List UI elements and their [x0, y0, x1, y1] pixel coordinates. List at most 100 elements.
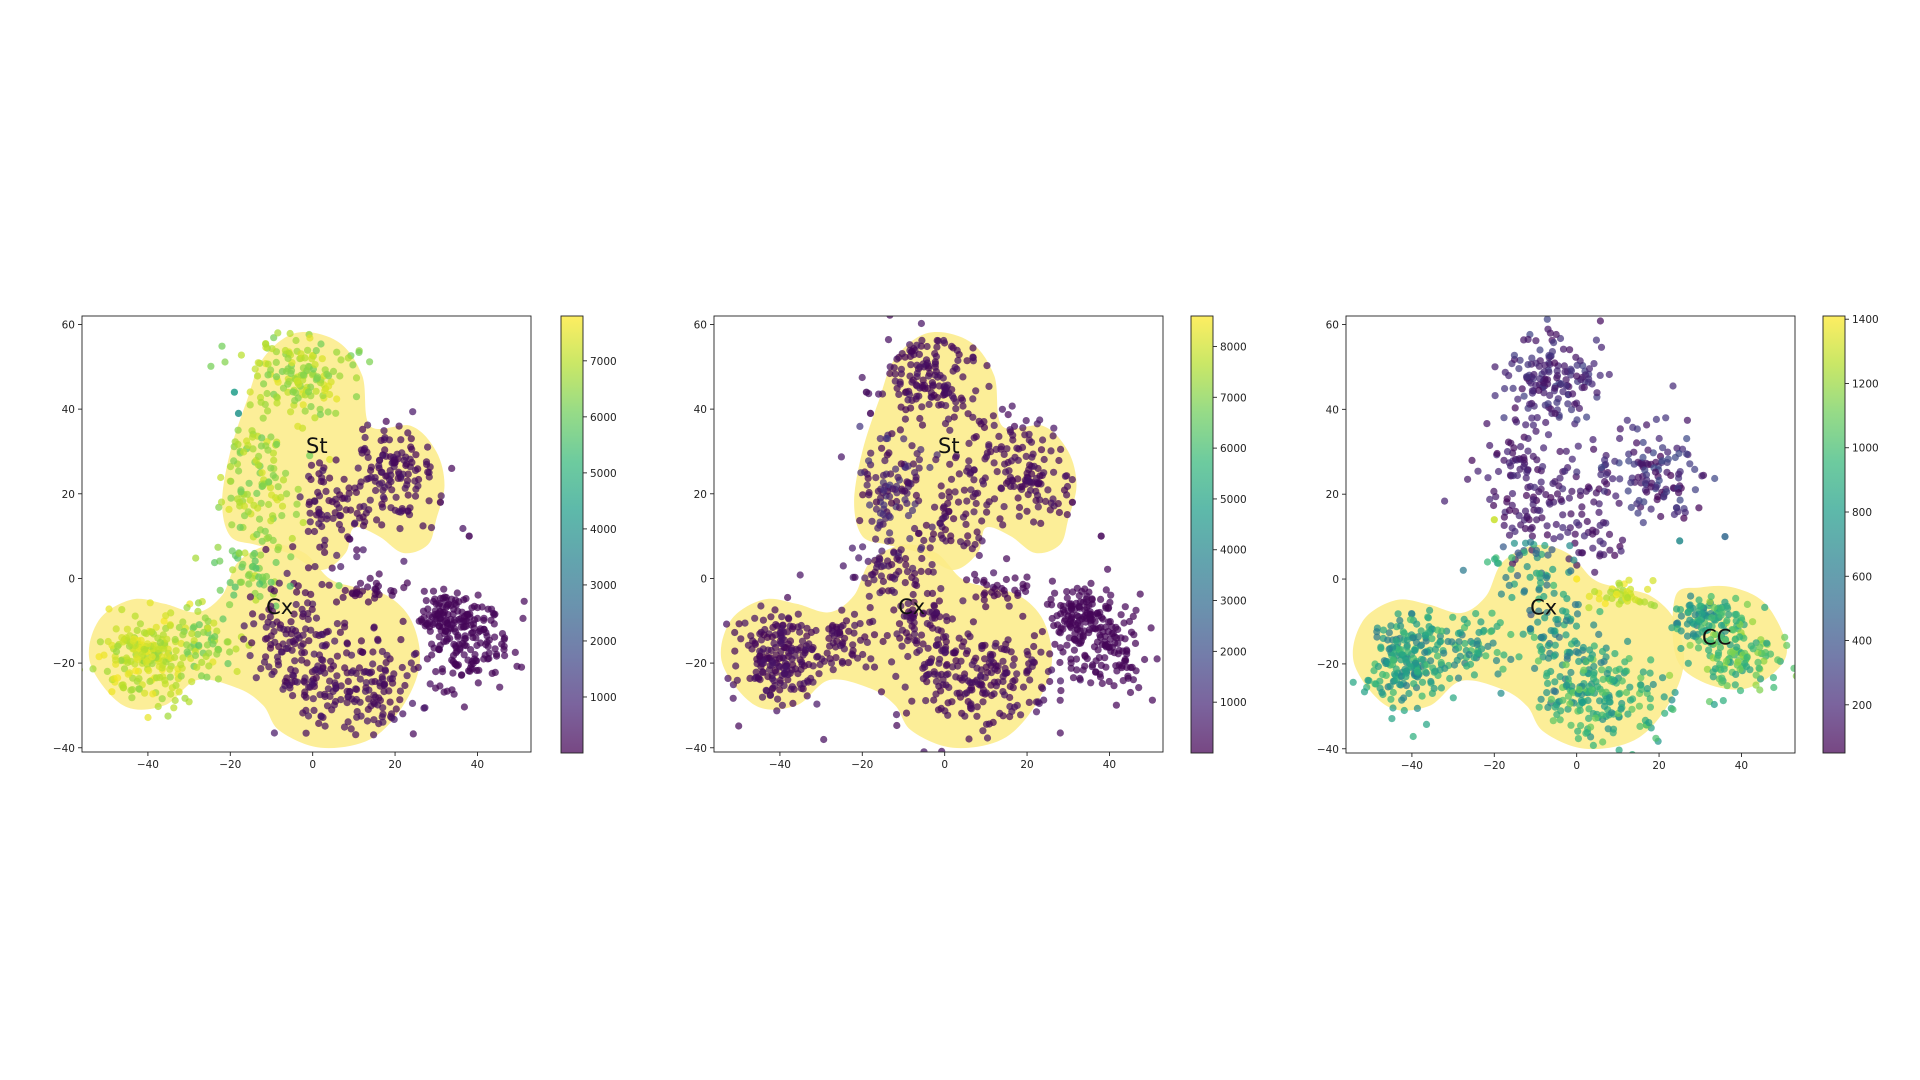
scatter-point: [455, 640, 463, 648]
scatter-point: [1055, 456, 1063, 465]
scatter-point: [1529, 421, 1537, 429]
scatter-point: [988, 588, 996, 596]
scatter-point: [977, 672, 985, 680]
scatter-point: [883, 434, 892, 443]
region-label: Cx: [266, 595, 293, 619]
scatter-point: [422, 597, 430, 605]
scatter-point: [886, 529, 894, 537]
scatter-point: [890, 364, 898, 372]
scatter-point: [118, 606, 126, 614]
scatter-point: [897, 602, 905, 610]
scatter-point: [1551, 641, 1559, 649]
scatter-point: [912, 473, 920, 481]
scatter-point: [1032, 698, 1040, 706]
scatter-point: [937, 585, 945, 593]
scatter-point: [1652, 415, 1660, 423]
scatter-point: [166, 622, 174, 630]
scatter-point: [1398, 651, 1406, 659]
scatter-point: [317, 713, 325, 721]
scatter-point: [1683, 435, 1691, 443]
scatter-point: [1013, 444, 1021, 452]
scatter-point: [809, 662, 817, 670]
scatter-point: [335, 582, 343, 590]
scatter-point: [261, 635, 270, 643]
scatter-point: [1528, 387, 1536, 395]
scatter-point: [235, 549, 243, 558]
scatter-point: [237, 578, 245, 586]
scatter-point: [272, 358, 280, 366]
scatter-point: [440, 585, 448, 593]
scatter-point: [1114, 650, 1122, 658]
scatter-point: [1629, 751, 1636, 753]
scatter-point: [997, 645, 1006, 653]
scatter-point: [1494, 467, 1503, 476]
scatter-point: [1413, 620, 1421, 628]
scatter-point: [1125, 617, 1134, 626]
scatter-point: [301, 354, 309, 362]
scatter-point: [482, 641, 490, 649]
scatter-point: [266, 644, 275, 652]
scatter-point: [1549, 565, 1557, 574]
scatter-point: [891, 370, 899, 378]
scatter-point: [396, 525, 404, 533]
scatter-point: [337, 356, 345, 364]
scatter-point: [1559, 345, 1568, 353]
scatter-point: [996, 515, 1004, 523]
scatter-point: [108, 641, 116, 649]
scatter-point: [287, 630, 295, 638]
scatter-point: [968, 679, 976, 687]
scatter-point: [1047, 595, 1055, 604]
scatter-point: [983, 362, 991, 370]
scatter-point: [492, 650, 501, 658]
scatter-point: [1529, 496, 1537, 504]
scatter-point: [784, 593, 792, 602]
scatter-point: [1097, 661, 1105, 670]
scatter-point: [1595, 485, 1603, 493]
scatter-point: [1037, 648, 1045, 656]
scatter-point: [255, 515, 264, 523]
scatter-point: [1087, 579, 1095, 588]
colorbar-tick-label: 4000: [590, 524, 617, 536]
scatter-point: [996, 709, 1004, 718]
scatter-point: [385, 436, 393, 444]
scatter-point: [519, 614, 527, 623]
scatter-point: [890, 548, 898, 556]
scatter-point: [1464, 475, 1472, 483]
scatter-point: [823, 649, 831, 657]
scatter-point: [1484, 474, 1492, 482]
scatter-point: [1049, 432, 1057, 440]
scatter-point: [1597, 659, 1605, 667]
scatter-point: [1092, 668, 1100, 676]
scatter-point: [1054, 500, 1062, 508]
scatter-point: [1534, 506, 1542, 514]
scatter-point: [1571, 400, 1579, 408]
scatter-point: [452, 661, 460, 669]
scatter-point: [931, 503, 939, 511]
scatter-point: [311, 414, 319, 422]
scatter-point: [219, 615, 227, 623]
scatter-point: [895, 556, 904, 564]
scatter-point: [443, 635, 451, 643]
scatter-point: [243, 490, 251, 498]
scatter-point: [1568, 455, 1576, 463]
scatter-point: [999, 521, 1007, 529]
scatter-point: [1490, 516, 1498, 524]
scatter-point: [181, 694, 189, 702]
scatter-point: [879, 577, 888, 586]
scatter-point: [300, 677, 308, 685]
scatter-point: [864, 557, 872, 566]
scatter-point: [932, 677, 941, 686]
scatter-point: [390, 715, 398, 724]
scatter-point: [304, 388, 313, 396]
scatter-point: [381, 680, 389, 688]
scatter-point: [1482, 652, 1490, 660]
scatter-point: [411, 492, 420, 500]
scatter-point: [283, 674, 291, 682]
scatter-point: [1544, 641, 1552, 650]
scatter-point: [926, 369, 934, 377]
scatter-point: [905, 391, 914, 399]
scatter-point: [331, 637, 339, 645]
scatter-point: [1048, 601, 1056, 609]
scatter-point: [881, 457, 889, 465]
